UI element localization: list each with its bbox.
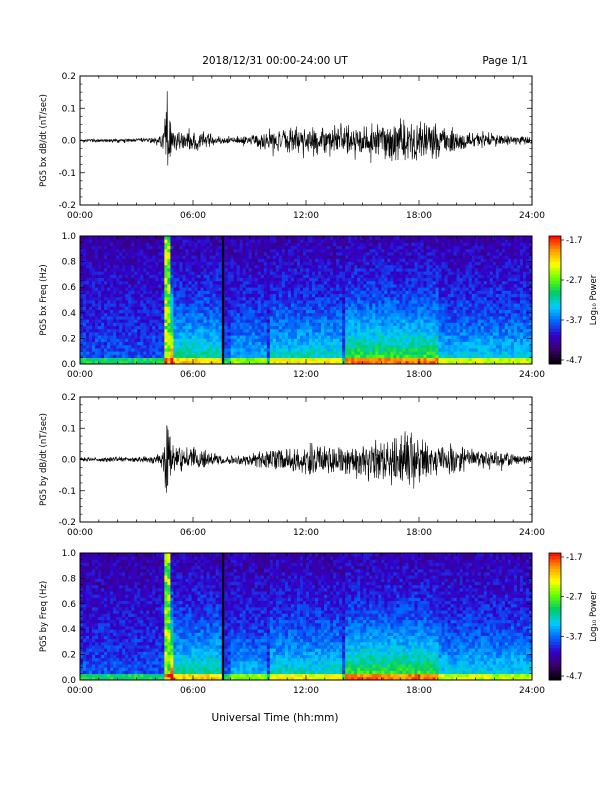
colorbar-tick-label: -1.7 [566,553,583,563]
bx-db-dt-panel: 00:00 06:00 12:00 18:00 24:00 0.2 0.1 0.0 -0.1 -0… [39,72,545,221]
x-tick-label: 18:00 [406,211,432,221]
x-tick-label: 00:00 [67,686,93,696]
colorbar-tick-label: -1.7 [566,236,583,246]
colorbar [548,552,562,681]
x-tick-label: 18:00 [406,528,432,538]
y-tick-label: -0.2 [58,518,76,528]
y-tick-label: 0.0 [62,676,77,686]
x-tick-label: 18:00 [406,370,432,380]
x-tick-label: 24:00 [519,370,545,380]
x-tick-label: 24:00 [519,528,545,538]
y-tick-label: 1.0 [62,232,77,242]
x-tick-label: 06:00 [180,686,206,696]
x-tick-label: 00:00 [67,528,93,538]
bx-spectrogram-panel: -1.7 -2.7 -3.7 -4.7 Log₁₀ Power 00:00 06:00 12:… [39,232,599,380]
x-tick-label: 06:00 [180,528,206,538]
y-tick-label: 0.4 [62,625,77,635]
y-tick-label: 0.0 [62,360,77,370]
colorbar [548,235,562,365]
x-tick-label: 12:00 [293,686,319,696]
x-tick-label: 06:00 [180,370,206,380]
x-tick-label: 12:00 [293,370,319,380]
x-tick-label: 18:00 [406,686,432,696]
y-tick-label: 1.0 [62,549,77,559]
colorbar-tick-label: -3.7 [566,632,583,642]
x-tick-label: 12:00 [293,528,319,538]
colorbar-tick-label: -4.7 [566,672,583,682]
colorbar-label: Log₁₀ Power [589,591,599,642]
y-tick-label: 0.8 [62,574,77,584]
page-indicator: Page 1/1 [482,55,528,67]
y-tick-label: -0.1 [58,487,76,497]
x-tick-label: 12:00 [293,211,319,221]
y-tick-label: -0.2 [58,201,76,211]
by-spectrogram-panel: -1.7 -2.7 -3.7 -4.7 Log₁₀ Power 00:00 06:00 12:… [39,549,599,696]
colorbar-tick-label: -2.7 [566,593,583,603]
y-tick-label: 0.2 [62,651,76,661]
by-db-dt-panel: 00:00 06:00 12:00 18:00 24:00 0.2 0.1 0.0 -0.1 -0… [39,393,545,538]
x-tick-label: 06:00 [180,211,206,221]
colorbar-tick-label: -3.7 [566,316,583,326]
y-tick-label: 0.2 [62,72,76,82]
x-tick-label: 00:00 [67,211,93,221]
y-tick-label: 0.1 [62,104,76,114]
y-tick-label: 0.0 [62,137,77,147]
y-tick-label: 0.1 [62,424,76,434]
x-tick-label: 24:00 [519,211,545,221]
colorbar-tick-label: -2.7 [566,276,583,286]
y-axis-label: PG5 bx dB/dt (nT/sec) [39,94,49,187]
y-axis-label: PG5 by dB/dt (nT/sec) [39,413,49,506]
y-tick-label: 0.2 [62,393,76,403]
colorbar-label: Log₁₀ Power [589,274,599,325]
signal-trace [79,91,533,166]
x-tick-label: 24:00 [519,686,545,696]
y-tick-label: 0.6 [62,283,77,293]
y-axis-label: PG5 bx Freq (Hz) [39,264,49,335]
x-axis-label: Universal Time (hh:mm) [212,712,339,724]
y-tick-label: 0.4 [62,309,77,319]
y-tick-label: 0.6 [62,600,77,610]
date-range-title: 2018/12/31 00:00-24:00 UT [202,55,348,67]
y-tick-label: 0.2 [62,334,76,344]
y-tick-label: 0.8 [62,258,77,268]
colorbar-tick-label: -4.7 [566,356,583,366]
signal-trace [79,425,533,493]
y-tick-label: 0.0 [62,456,77,466]
y-tick-label: -0.1 [58,169,76,179]
x-tick-label: 00:00 [67,370,93,380]
y-axis-label: PG5 by Freq (Hz) [39,581,49,652]
